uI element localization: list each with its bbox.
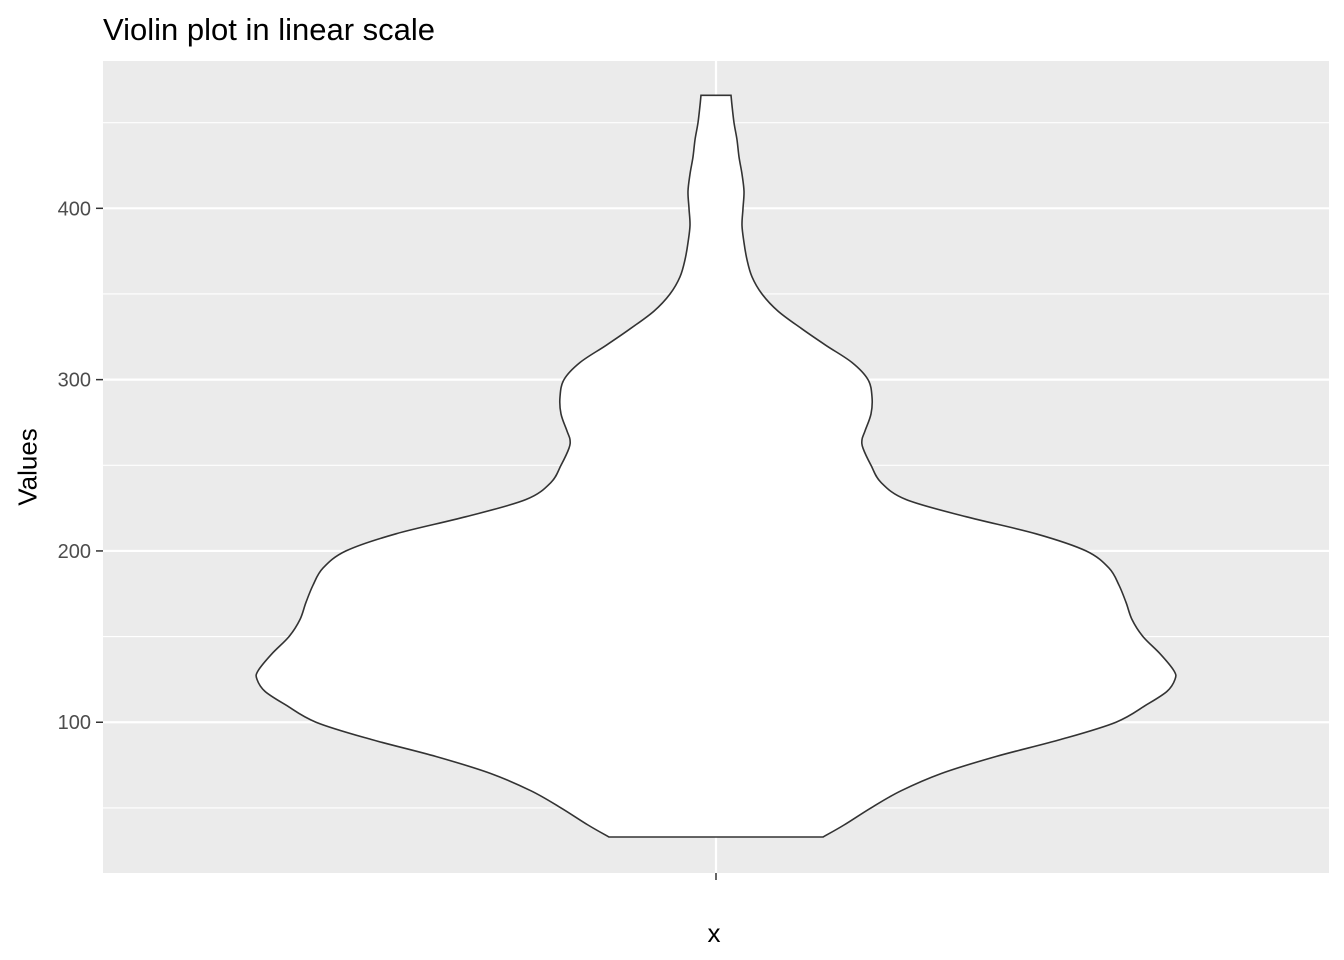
violins: [255, 94, 1177, 838]
violin-shape: [255, 94, 1177, 838]
chart-title: Violin plot in linear scale: [103, 12, 436, 47]
y-tick-label: 200: [58, 541, 91, 563]
y-tick-label: 100: [58, 712, 91, 734]
y-tick-label: 400: [58, 198, 91, 220]
y-tick-label: 300: [58, 370, 91, 392]
x-axis-label: x: [707, 918, 721, 948]
y-axis: 100 200 300 400: [58, 198, 103, 734]
